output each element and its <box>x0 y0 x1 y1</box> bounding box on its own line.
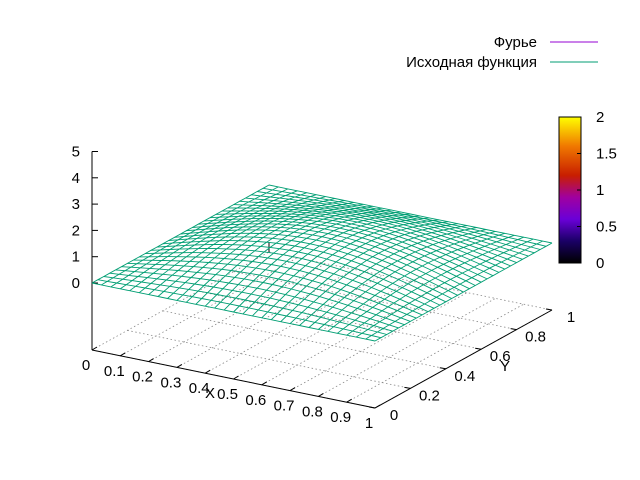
y-tick-label: 0.6 <box>490 348 511 365</box>
surface-line-y <box>268 184 553 244</box>
y-tick <box>439 367 446 370</box>
legend: Фурье Исходная функция <box>406 34 598 71</box>
z-tick-label: 2 <box>72 222 80 239</box>
colorbar-tick-label: 2 <box>596 109 604 126</box>
surface-line-y <box>97 279 382 339</box>
axes <box>91 151 553 409</box>
y-tick <box>510 328 517 331</box>
z-tick-label: 0 <box>72 275 80 292</box>
x-tick-label: 0.1 <box>104 363 125 380</box>
x-tick-label: 0.3 <box>160 374 181 391</box>
z-tick-label: 5 <box>72 144 80 161</box>
legend-label: Исходная функция <box>406 54 537 71</box>
surface-line-y <box>156 244 441 306</box>
surface-line-y <box>127 262 411 322</box>
colorbar-tick-label: 0.5 <box>596 219 617 236</box>
surface-line-y <box>168 236 452 299</box>
y-tick-label: 0 <box>390 407 398 424</box>
x-tick-label: 0.8 <box>302 403 323 420</box>
z-tick-label: 4 <box>72 170 80 187</box>
surface-line-y <box>103 276 387 335</box>
y-tick <box>368 406 376 409</box>
tick-labels: 0 0.1 0.2 0.3 0.4 0.5 0.6 0.7 0.8 0.9 1 00.20.40.60… <box>72 144 576 433</box>
surface-line-y <box>115 269 399 329</box>
surface-line-y <box>145 252 429 313</box>
y-axis-label: Y <box>500 358 510 375</box>
grid-line-x <box>318 298 496 397</box>
surface-line-y <box>221 210 505 270</box>
surface-line-y <box>239 200 523 260</box>
x-tick <box>289 387 296 392</box>
surface-line-y <box>215 212 500 273</box>
surface-line-y <box>91 282 376 342</box>
surface-line-y <box>192 223 476 286</box>
colorbar: 0 0.5 1 1.5 2 <box>558 109 617 272</box>
x-tick <box>148 358 154 363</box>
x-tick-label: 0.7 <box>274 398 295 415</box>
surface-line-y <box>180 229 464 293</box>
y-tick-label: 1 <box>567 309 575 326</box>
surface-line-y <box>150 248 435 309</box>
grid-line-y <box>127 330 411 389</box>
z-tick-label: 3 <box>72 196 80 213</box>
surface-line-y <box>121 266 405 326</box>
grid-line-y <box>233 271 517 330</box>
x-axis-label: X <box>205 385 215 402</box>
colorbar-tick-label: 1.5 <box>596 146 617 163</box>
y-axis <box>374 309 553 409</box>
surface-line-y <box>227 207 511 267</box>
surface-line-y <box>204 217 488 280</box>
surface-line-y <box>257 191 541 250</box>
surface-line-y <box>245 197 529 257</box>
colorbar-tick-label: 0 <box>596 255 604 272</box>
x-tick <box>176 363 183 368</box>
grid-line-y <box>268 251 553 311</box>
x-tick-label: 0 <box>82 357 90 374</box>
y-tick <box>545 308 553 311</box>
y-tick-label: 0.4 <box>454 368 475 385</box>
surface-mesh <box>91 184 553 342</box>
surface-line-y <box>186 226 470 290</box>
y-tick <box>475 347 482 350</box>
x-tick-label: 0.6 <box>245 392 266 409</box>
grid-line-x <box>346 303 524 403</box>
y-tick-label: 0.8 <box>525 329 546 346</box>
surface-line-y <box>251 194 535 254</box>
surface-line-y <box>133 259 417 319</box>
surface-line-y <box>139 256 423 316</box>
surface-line-y <box>162 240 446 303</box>
x-tick-label: 1 <box>365 415 373 432</box>
surface-line-y <box>109 272 393 332</box>
x-tick-label: 0.4 <box>189 380 210 397</box>
z-tick-label: 1 <box>72 249 80 266</box>
x-tick <box>261 381 268 386</box>
surface-line-y <box>174 232 458 296</box>
x-tick-label: 0.9 <box>330 409 351 426</box>
y-tick <box>404 386 411 389</box>
grid-line-y <box>162 310 446 370</box>
surface-line-y <box>209 215 494 277</box>
x-tick <box>374 404 381 409</box>
x-tick-label: 0.5 <box>217 386 238 403</box>
surface-line-y <box>198 220 482 283</box>
surface-line-y <box>233 204 517 264</box>
x-tick <box>120 352 126 357</box>
surface-line-y <box>263 187 547 247</box>
legend-label: Фурье <box>494 34 537 51</box>
grid-line-x <box>289 292 468 391</box>
x-tick <box>318 392 324 397</box>
x-tick <box>204 369 211 374</box>
x-tick-label: 0.2 <box>132 369 153 386</box>
grid-line-y <box>198 290 482 350</box>
x-tick <box>346 398 352 403</box>
y-tick-label: 0.2 <box>419 387 440 404</box>
colorbar-tick-label: 1 <box>596 182 604 199</box>
x-tick <box>91 346 98 351</box>
x-tick <box>233 375 239 380</box>
